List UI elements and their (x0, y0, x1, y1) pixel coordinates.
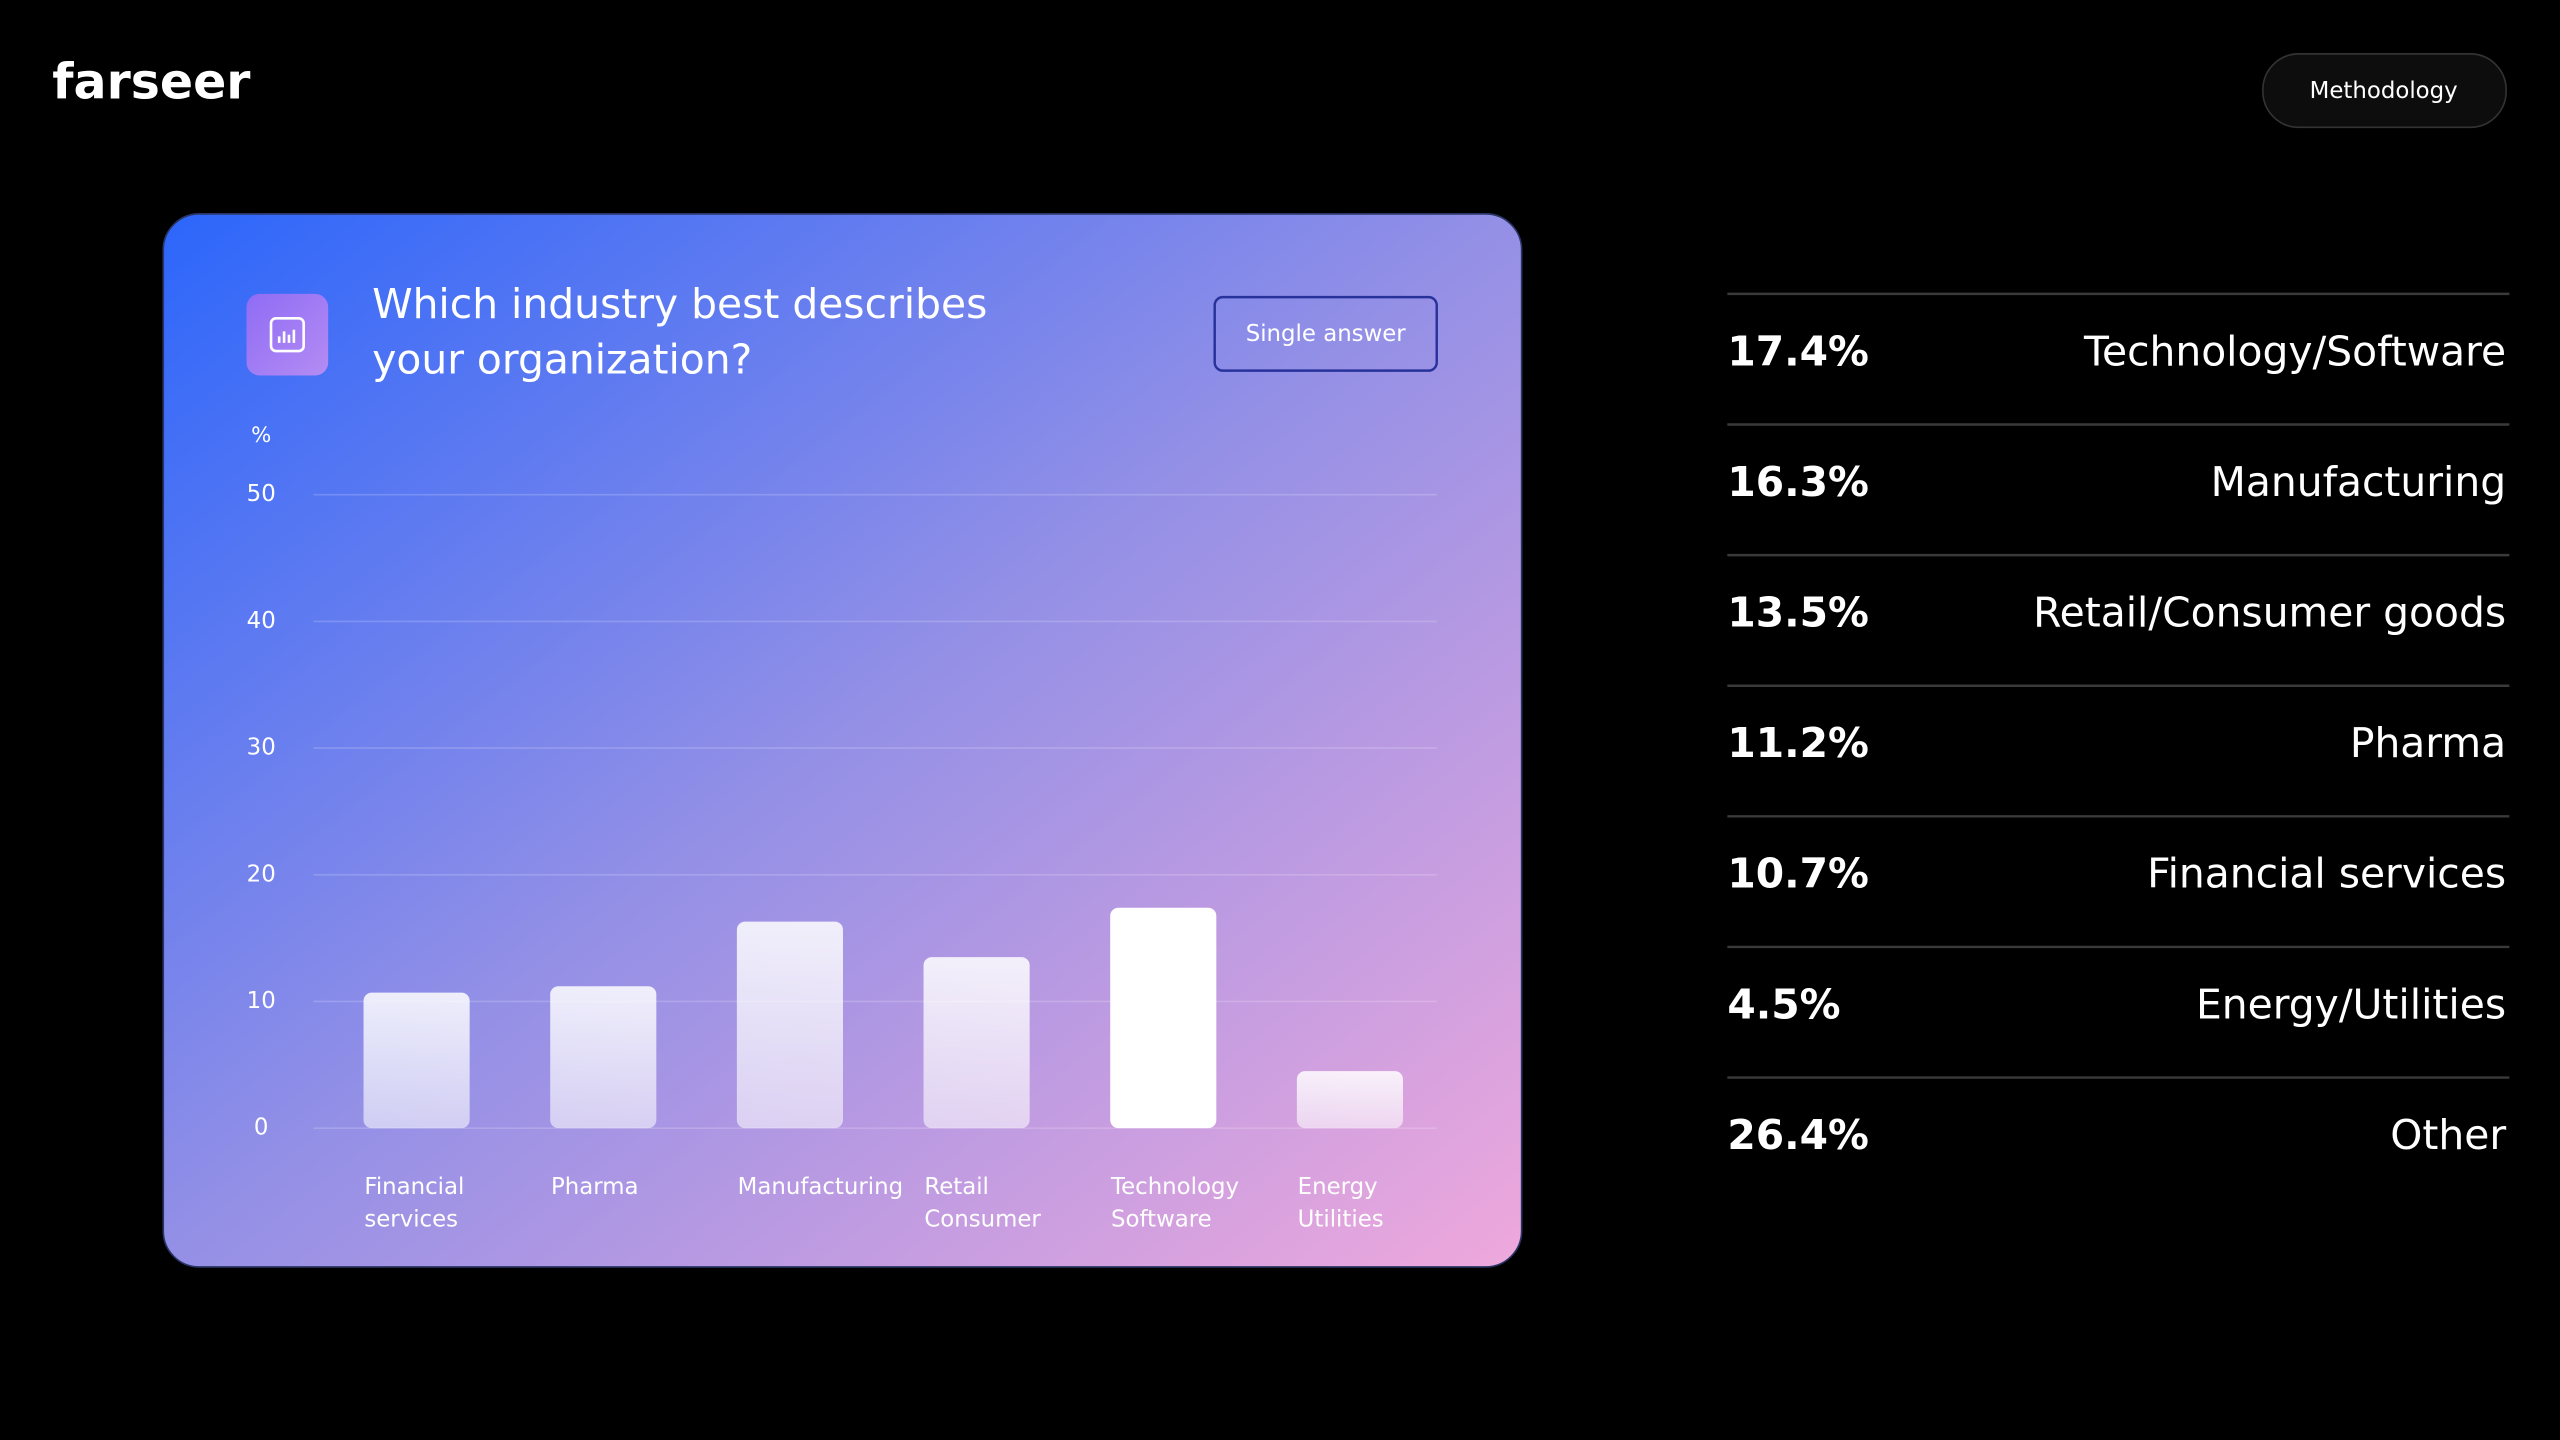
row-industry: Manufacturing (2211, 458, 2506, 506)
row-percent: 10.7% (1727, 850, 1869, 898)
row-percent: 13.5% (1727, 589, 1869, 637)
bar (363, 992, 470, 1129)
y-tick-label: 50 (247, 481, 276, 507)
chart-title: Which industry best describes your organi… (372, 280, 987, 384)
logo: farseer (52, 53, 250, 110)
row-percent: 17.4% (1727, 327, 1869, 375)
row-percent: 16.3% (1727, 458, 1869, 506)
bar (923, 957, 1030, 1129)
x-tick-label: Technology Software (1110, 1173, 1239, 1232)
bar (1296, 1071, 1403, 1129)
row-industry: Pharma (2350, 719, 2506, 767)
row-percent: 26.4% (1727, 1111, 1869, 1159)
y-tick-label: 30 (247, 735, 276, 761)
row-industry: Energy/Utilities (2196, 980, 2506, 1028)
y-tick-label: 40 (247, 608, 276, 634)
row-industry: Technology/Software (2083, 327, 2506, 375)
chart-icon-glyph (269, 317, 305, 353)
answer-tag-label: Single answer (1246, 321, 1407, 347)
x-tick-label: Pharma (551, 1173, 639, 1199)
x-tick-label: Manufacturing (738, 1173, 903, 1199)
bar (550, 986, 657, 1129)
methodology-button[interactable] (2262, 53, 2507, 129)
bar (1110, 907, 1217, 1129)
x-tick-label: Energy Utilities (1298, 1173, 1384, 1232)
y-axis-label: % (251, 423, 271, 448)
x-tick-label: Retail Consumer (924, 1173, 1041, 1232)
y-tick-label: 20 (247, 861, 276, 887)
row-industry: Retail/Consumer goods (2033, 589, 2506, 637)
row-percent: 4.5% (1727, 980, 1840, 1028)
chart-icon (246, 293, 329, 376)
y-tick-label: 10 (247, 988, 276, 1014)
methodology-label[interactable]: Methodology (2310, 78, 2458, 104)
y-tick-label: 0 (254, 1115, 269, 1141)
row-industry: Financial services (2147, 850, 2506, 898)
bar (736, 921, 843, 1129)
answer-tag (1213, 295, 1438, 372)
row-industry: Other (2390, 1111, 2506, 1159)
row-percent: 11.2% (1727, 719, 1869, 767)
x-tick-label: Financial services (364, 1173, 464, 1232)
